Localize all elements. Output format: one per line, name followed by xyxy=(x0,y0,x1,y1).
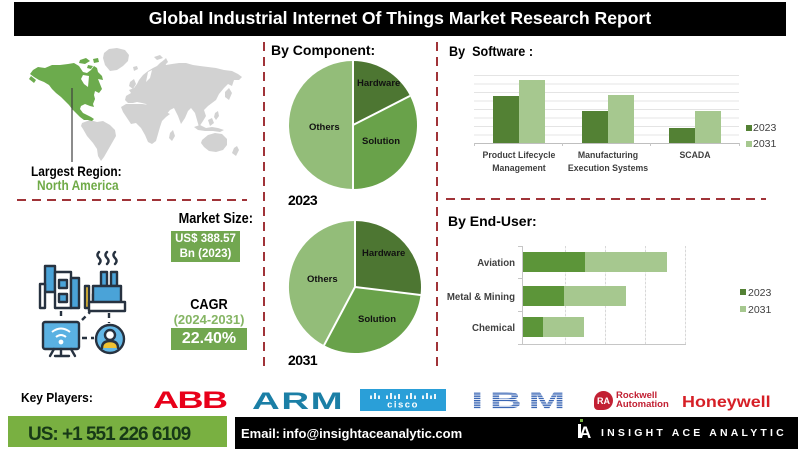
svg-text:IBM: IBM xyxy=(471,391,565,411)
svg-text:cisco: cisco xyxy=(387,400,419,411)
